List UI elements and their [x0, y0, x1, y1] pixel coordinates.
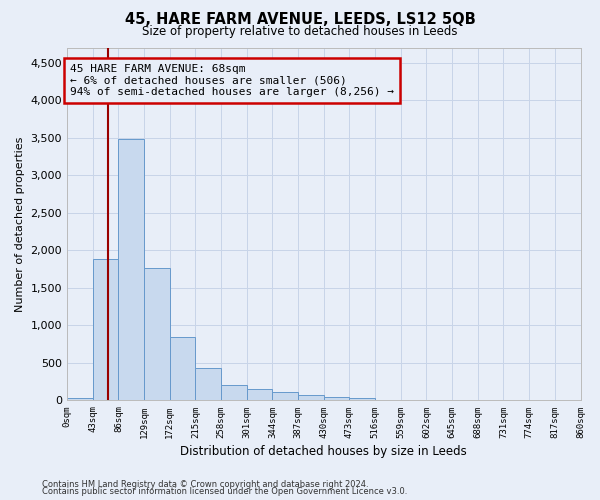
X-axis label: Distribution of detached houses by size in Leeds: Distribution of detached houses by size …	[181, 444, 467, 458]
Bar	[272, 392, 298, 400]
Bar	[221, 386, 247, 400]
Bar	[349, 398, 375, 400]
Bar	[196, 368, 221, 400]
Text: Size of property relative to detached houses in Leeds: Size of property relative to detached ho…	[142, 25, 458, 38]
Bar	[247, 389, 272, 400]
Bar	[93, 260, 118, 400]
Text: 45 HARE FARM AVENUE: 68sqm
← 6% of detached houses are smaller (506)
94% of semi: 45 HARE FARM AVENUE: 68sqm ← 6% of detac…	[70, 64, 394, 97]
Bar	[118, 139, 144, 400]
Bar	[144, 268, 170, 400]
Text: Contains public sector information licensed under the Open Government Licence v3: Contains public sector information licen…	[42, 488, 407, 496]
Bar	[298, 395, 324, 400]
Bar	[170, 338, 196, 400]
Text: Contains HM Land Registry data © Crown copyright and database right 2024.: Contains HM Land Registry data © Crown c…	[42, 480, 368, 489]
Text: 45, HARE FARM AVENUE, LEEDS, LS12 5QB: 45, HARE FARM AVENUE, LEEDS, LS12 5QB	[125, 12, 475, 28]
Bar	[67, 398, 93, 400]
Bar	[324, 396, 349, 400]
Y-axis label: Number of detached properties: Number of detached properties	[15, 136, 25, 312]
